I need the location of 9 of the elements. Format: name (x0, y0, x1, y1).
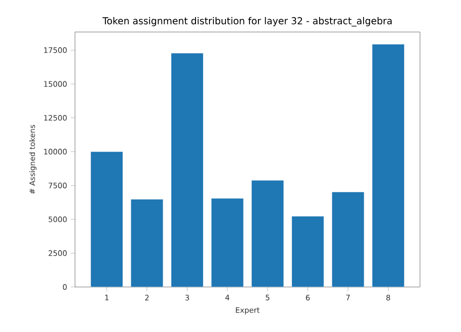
bar (252, 180, 284, 287)
bar (171, 53, 204, 287)
bar (211, 198, 244, 287)
bar (332, 192, 364, 287)
chart-title: Token assignment distribution for layer 32 - abstract_algebra (102, 17, 392, 26)
bar (130, 199, 164, 287)
bar (372, 44, 404, 287)
bar (90, 152, 123, 287)
bar (292, 216, 324, 287)
